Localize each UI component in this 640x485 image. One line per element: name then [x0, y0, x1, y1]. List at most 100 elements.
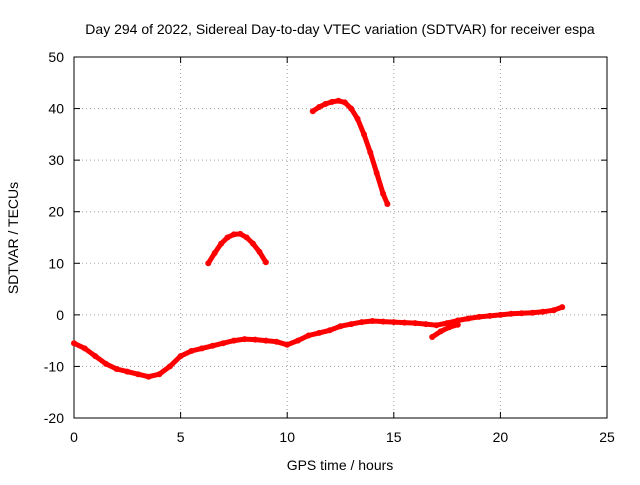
data-point: [230, 337, 237, 344]
data-point: [367, 149, 374, 156]
data-point: [256, 248, 263, 255]
data-point: [540, 308, 546, 315]
data-point: [305, 332, 312, 339]
data-point: [508, 310, 515, 317]
y-tick-label: 20: [48, 204, 64, 220]
data-point: [446, 324, 453, 331]
data-point: [243, 234, 250, 241]
y-tick-label: 30: [48, 152, 64, 168]
x-tick-label: 5: [177, 429, 185, 445]
data-point: [241, 336, 248, 343]
data-point: [380, 318, 387, 325]
data-point: [284, 341, 291, 348]
data-point: [262, 337, 269, 344]
data-point: [559, 304, 566, 311]
data-point: [92, 353, 99, 360]
data-point: [380, 190, 387, 197]
data-point: [341, 99, 348, 106]
grid-layer: [74, 57, 607, 418]
x-axis-label: GPS time / hours: [287, 457, 394, 473]
data-point: [373, 170, 380, 176]
y-tick-label: 40: [48, 101, 64, 117]
data-point: [348, 321, 355, 328]
data-point: [188, 348, 195, 354]
data-point: [337, 323, 344, 330]
data-point: [429, 334, 436, 340]
data-point: [361, 131, 367, 138]
series-late-segment: [429, 321, 461, 340]
data-point: [358, 319, 365, 326]
data-point: [205, 260, 212, 267]
data-point: [198, 345, 205, 352]
data-point: [71, 340, 77, 347]
data-point: [224, 234, 231, 241]
y-tick-label: 50: [48, 49, 64, 65]
data-point: [369, 318, 376, 324]
data-point: [335, 97, 342, 104]
tick-label-layer: 0 5 10 15 20 25 -20 -10 0 10 20 30 40 50: [44, 49, 615, 445]
data-point: [252, 336, 259, 343]
y-axis-label: SDTVAR / TECUs: [5, 182, 21, 294]
data-point: [329, 98, 335, 105]
data-point: [209, 342, 216, 349]
data-point: [326, 327, 333, 334]
data-point: [401, 319, 408, 326]
data-point: [497, 311, 504, 318]
data-point: [230, 231, 237, 238]
x-tick-label: 15: [386, 429, 402, 445]
x-tick-label: 10: [279, 429, 295, 445]
data-point: [384, 201, 391, 207]
data-point: [422, 321, 429, 328]
data-point: [316, 104, 323, 110]
data-point: [412, 320, 419, 327]
data-point: [390, 319, 397, 326]
data-point: [322, 100, 329, 107]
series-line-high-trace: [310, 98, 390, 207]
data-point: [113, 366, 120, 372]
data-point: [348, 105, 355, 112]
y-tick-label: -20: [44, 410, 64, 426]
data-point: [81, 345, 88, 352]
data-point: [437, 328, 444, 335]
data-point: [211, 250, 218, 256]
plot-frame: [73, 56, 608, 419]
data-point: [237, 230, 244, 237]
data-point: [309, 108, 316, 115]
series-line-arc-trace: [205, 231, 269, 266]
data-point: [145, 373, 152, 380]
data-point: [262, 259, 269, 266]
data-point: [354, 115, 361, 122]
y-tick-label: 0: [56, 307, 64, 323]
data-point: [177, 353, 184, 360]
data-point: [550, 307, 557, 314]
data-point: [166, 363, 173, 370]
data-point: [103, 360, 109, 367]
data-point: [465, 315, 472, 322]
series-high-trace: [309, 97, 391, 207]
data-point: [156, 371, 163, 378]
data-point: [476, 313, 483, 320]
data-point: [529, 309, 536, 316]
data-point: [454, 321, 461, 328]
series-line-late-segment: [429, 322, 461, 340]
series-main-trace: [71, 304, 566, 380]
y-tick-label: -10: [44, 358, 64, 374]
chart-title: Day 294 of 2022, Sidereal Day-to-day VTE…: [85, 21, 595, 37]
data-point: [518, 310, 525, 317]
data-point: [316, 329, 323, 336]
data-point: [294, 337, 301, 344]
data-point: [273, 338, 280, 345]
data-point: [454, 317, 461, 324]
data-point: [218, 240, 225, 247]
x-tick-label: 20: [493, 429, 509, 445]
x-tick-label: 0: [70, 429, 78, 445]
data-point: [220, 340, 227, 347]
series-layer: [71, 97, 566, 380]
y-tick-label: 10: [48, 255, 64, 271]
data-point: [250, 240, 257, 247]
data-point: [433, 322, 440, 329]
series-arc-trace: [205, 230, 269, 267]
data-point: [486, 312, 493, 319]
